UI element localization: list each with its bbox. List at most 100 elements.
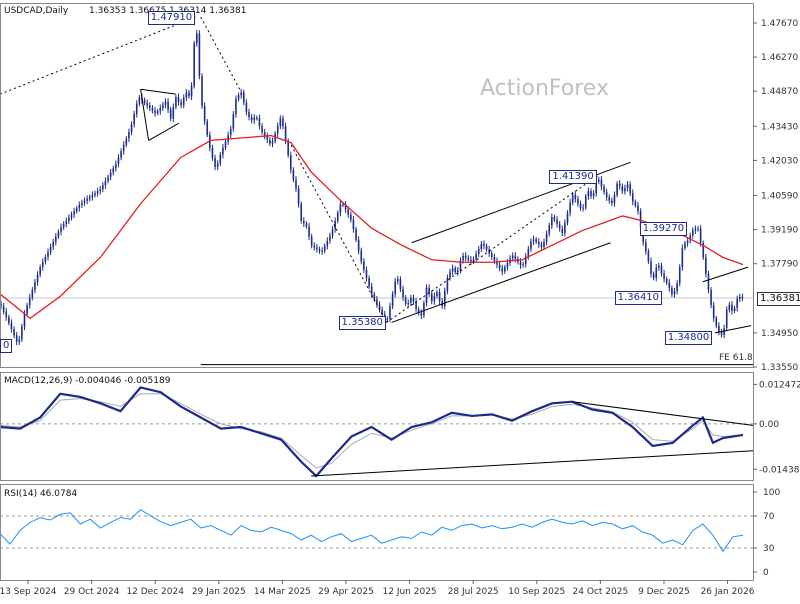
candle-body: [164, 101, 167, 105]
candle-body: [13, 328, 15, 336]
candle-body: [128, 132, 130, 139]
candle-body: [611, 200, 613, 204]
candle: [551, 213, 553, 230]
candle: [381, 306, 383, 318]
candle-body: [410, 297, 412, 303]
candle-body: [287, 140, 289, 156]
candle-body: [70, 214, 73, 218]
candle-body: [733, 307, 736, 311]
candle-body: [582, 207, 584, 209]
candle-body: [60, 227, 62, 232]
candle-body: [678, 267, 681, 284]
candle-body: [616, 183, 618, 195]
candle: [616, 181, 618, 198]
candle: [271, 137, 274, 148]
candle-body: [404, 297, 407, 304]
candle: [15, 331, 18, 346]
candle: [329, 232, 331, 244]
candle: [162, 102, 164, 111]
candle-body: [548, 225, 551, 234]
candle-body: [8, 317, 10, 323]
candle-body: [224, 141, 227, 148]
trendline: [200, 16, 242, 92]
candle-body: [671, 288, 673, 295]
price-y-tick-label: 1.47670: [761, 19, 798, 29]
price-y-tick-label: 1.40590: [761, 191, 798, 201]
candle-body: [376, 299, 378, 305]
candle-body: [741, 296, 744, 298]
price-label: 1.35380: [338, 316, 386, 331]
candle-body: [645, 242, 647, 252]
candle-body: [193, 43, 195, 86]
candle-body: [603, 186, 605, 193]
candle: [339, 200, 342, 217]
candle-body: [647, 251, 650, 262]
candle: [229, 125, 232, 139]
candle-body: [697, 228, 699, 230]
candle-body: [691, 230, 694, 236]
candle-body: [229, 128, 232, 136]
candle: [65, 217, 68, 228]
candle-body: [326, 240, 329, 246]
candle: [605, 188, 608, 201]
macd-y-tick-label: 0.012472: [759, 380, 800, 390]
price-label-cutoff: 0: [0, 339, 13, 354]
candle-body: [115, 163, 117, 169]
candle: [350, 211, 352, 223]
candle-body: [169, 109, 172, 119]
candle-body: [634, 201, 637, 206]
candle-body: [436, 292, 438, 297]
candle-body: [705, 257, 707, 274]
candle: [569, 198, 571, 217]
candle-body: [39, 267, 41, 275]
candle: [624, 184, 626, 195]
candle: [663, 269, 665, 283]
candle-body: [117, 157, 120, 164]
trendline: [702, 266, 749, 283]
candle: [177, 93, 180, 106]
candle-body: [506, 262, 509, 268]
candle-body: [558, 224, 561, 229]
candle: [548, 222, 551, 237]
candle-body: [112, 168, 115, 173]
candle: [206, 118, 209, 138]
candle: [355, 226, 357, 243]
candle-body: [195, 33, 198, 44]
x-tick-label: 13 Sep 2024: [0, 587, 57, 597]
candle: [415, 298, 417, 313]
candle: [331, 226, 334, 239]
candle-body: [655, 267, 658, 278]
candle: [397, 275, 399, 285]
candle-body: [391, 293, 394, 307]
candle: [715, 315, 718, 329]
candle: [188, 90, 190, 99]
candle-body: [522, 264, 524, 266]
candle: [697, 226, 699, 232]
candle-body: [684, 243, 686, 249]
candle-body: [342, 204, 344, 206]
candle: [60, 223, 62, 236]
candle: [626, 181, 629, 192]
candle: [399, 276, 402, 293]
candle-body: [180, 102, 182, 106]
candle-body: [269, 139, 271, 144]
candle-body: [378, 304, 381, 310]
candle: [584, 193, 587, 210]
candle: [417, 306, 420, 316]
candle-body: [151, 107, 154, 111]
candle-body: [211, 147, 214, 159]
candle-body: [467, 257, 470, 260]
candle: [545, 230, 548, 246]
candle: [537, 238, 540, 248]
candle: [250, 114, 253, 124]
candle: [128, 128, 130, 143]
candle: [120, 148, 122, 161]
candle: [344, 201, 347, 213]
candle-body: [501, 268, 504, 272]
candle-body: [350, 214, 352, 220]
candle: [561, 225, 564, 237]
rsi-y-tick-label: 100: [763, 488, 780, 498]
candle: [295, 176, 297, 192]
candle-body: [318, 249, 321, 252]
candle: [446, 274, 449, 295]
